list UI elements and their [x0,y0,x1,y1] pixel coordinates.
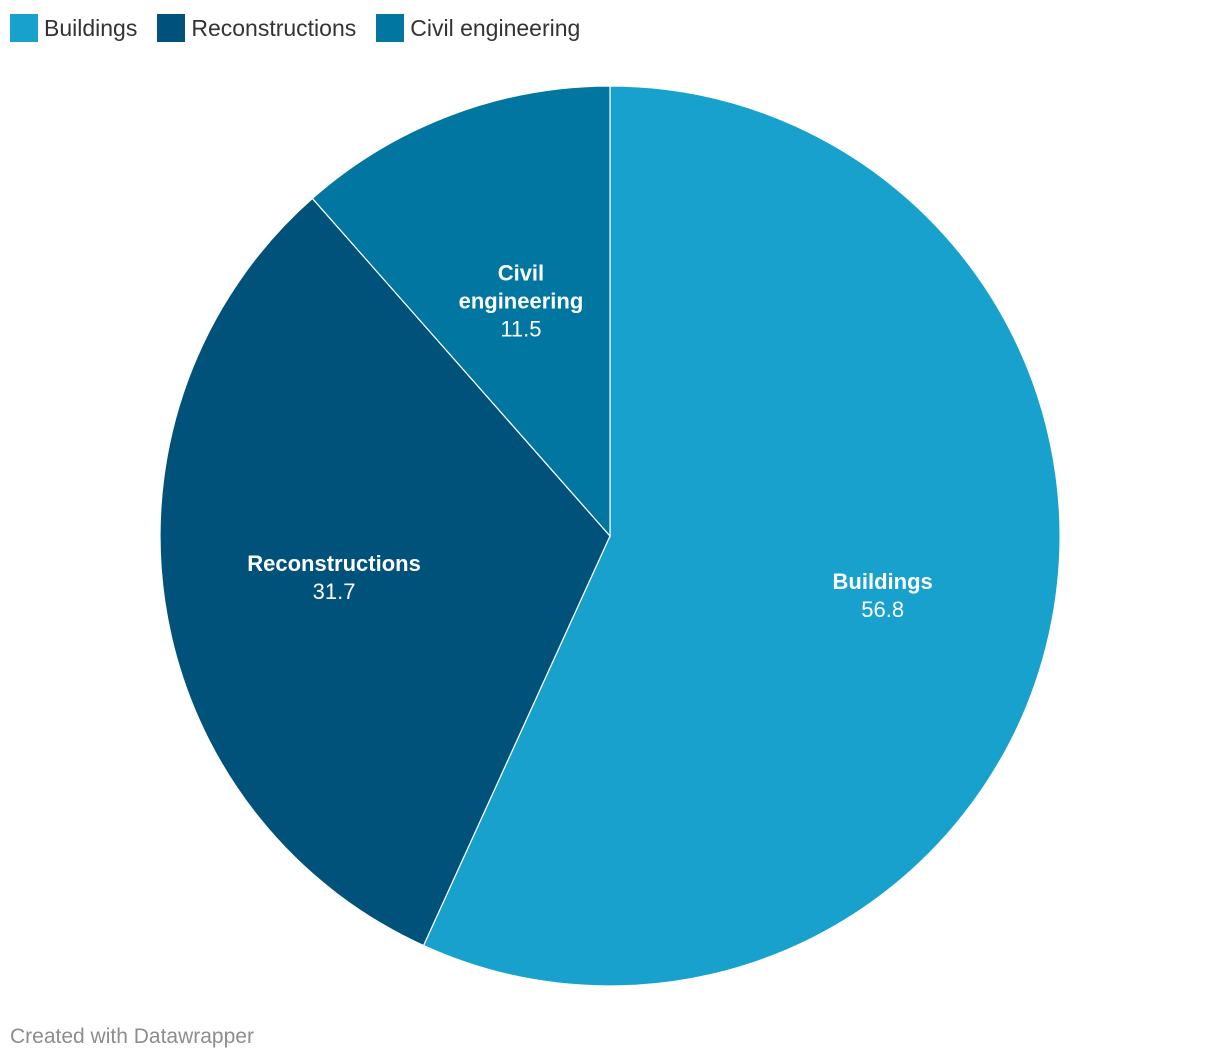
legend-item-reconstructions: Reconstructions [157,14,356,42]
datawrapper-credit: Created with Datawrapper [10,1025,254,1048]
slice-value-buildings: 56.8 [861,597,904,622]
legend-label-buildings: Buildings [44,14,138,41]
legend-item-civil-engineering: Civil engineering [376,14,580,42]
chart-legend: Buildings Reconstructions Civil engineer… [10,12,580,44]
slice-value-reconstructions: 31.7 [313,579,356,604]
slice-value-civil-engineering: 11.5 [500,316,541,341]
pie-chart: Buildings 56.8 Reconstructions 31.7 Civil eng… [159,85,1061,987]
legend-swatch-buildings [10,14,38,42]
pie-slices [159,85,1061,987]
pie-slice-civil-engineering [311,85,611,538]
legend-swatch-reconstructions [157,14,186,42]
slice-label-civil-engineering: Civil engineering [459,260,584,313]
pie-slice-reconstructions [159,197,611,947]
legend-item-buildings: Buildings [10,14,137,42]
legend-label-civil-engineering: Civil engineering [410,14,581,41]
pie-slice-buildings [422,85,1061,987]
slice-label-reconstructions: Reconstructions [247,551,421,576]
pie-labels: Buildings 56.8 Reconstructions 31.7 Civil eng… [247,260,933,622]
legend-label-reconstructions: Reconstructions [191,14,357,41]
slice-label-buildings: Buildings [833,569,933,594]
legend-swatch-civil-engineering [376,14,405,42]
